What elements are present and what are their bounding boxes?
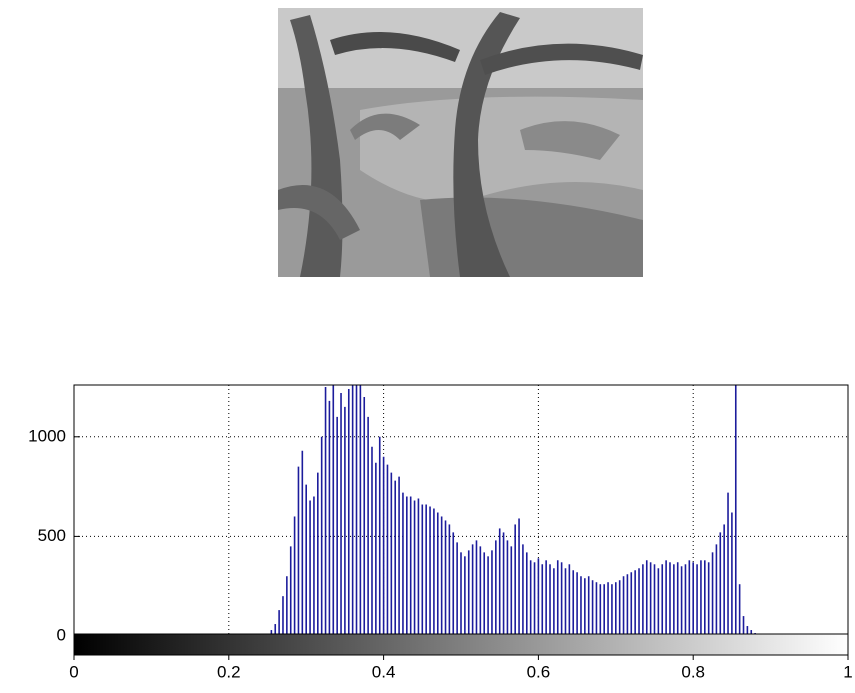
x-tick-label: 0.6 bbox=[527, 662, 551, 681]
x-tick-label: 0.2 bbox=[217, 662, 241, 681]
x-tick-label: 1 bbox=[843, 662, 852, 681]
x-tick-label: 0.4 bbox=[372, 662, 396, 681]
x-tick-label: 0 bbox=[69, 662, 78, 681]
colorbar bbox=[73, 633, 849, 656]
x-tick-label: 0.8 bbox=[681, 662, 705, 681]
y-tick-label: 500 bbox=[38, 526, 66, 545]
y-tick-label: 0 bbox=[57, 625, 66, 644]
photo bbox=[278, 8, 643, 277]
y-tick-label: 1000 bbox=[28, 426, 66, 445]
